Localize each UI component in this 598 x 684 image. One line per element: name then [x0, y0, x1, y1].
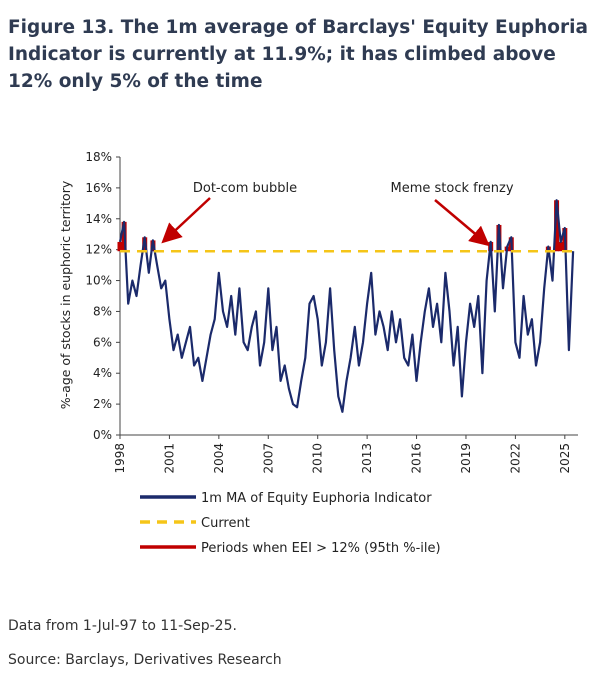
note: Data from 1-Jul-97 to 11-Sep-25.: [8, 618, 237, 634]
chart-title: Figure 13. The 1m average of Barclays' E…: [8, 17, 588, 92]
annotation: Meme stock frenzy: [390, 181, 513, 196]
x-tick-label: 2010: [311, 443, 325, 474]
legend-label: Current: [201, 516, 250, 531]
y-tick-label: 0%: [93, 428, 112, 442]
series-line: [118, 199, 575, 413]
y-tick-label: 14%: [85, 212, 112, 226]
chart: %-age of stocks in euphoric territory Do…: [58, 150, 578, 556]
y-tick-label: 12%: [85, 243, 112, 257]
legend-label: Periods when EEI > 12% (95th %-ile): [201, 541, 441, 556]
y-tick-label: 8%: [93, 304, 112, 318]
x-tick-label: 2004: [212, 443, 226, 474]
x-tick-label: 2016: [410, 443, 424, 474]
x-tick-label: 1998: [113, 443, 127, 474]
y-tick-label: 4%: [93, 366, 112, 380]
x-tick-label: 2025: [558, 443, 572, 474]
x-tick-label: 2022: [508, 443, 522, 474]
x-tick-label: 2019: [459, 443, 473, 474]
annotation: Dot-com bubble: [193, 181, 297, 196]
annotation-arrow: [434, 199, 490, 247]
y-tick-label: 16%: [85, 181, 112, 195]
annotation-arrow: [161, 197, 211, 244]
x-tick-label: 2001: [162, 443, 176, 474]
x-tick-label: 2007: [261, 443, 275, 474]
y-axis-label: %-age of stocks in euphoric territory: [58, 180, 73, 409]
y-tick-label: 18%: [85, 150, 112, 164]
y-tick-label: 2%: [93, 397, 112, 411]
x-tick-label: 2013: [360, 443, 374, 474]
note: Source: Barclays, Derivatives Research: [8, 652, 282, 668]
y-tick-label: 10%: [85, 274, 112, 288]
legend-label: 1m MA of Equity Euphoria Indicator: [201, 491, 432, 506]
y-tick-label: 6%: [93, 335, 112, 349]
